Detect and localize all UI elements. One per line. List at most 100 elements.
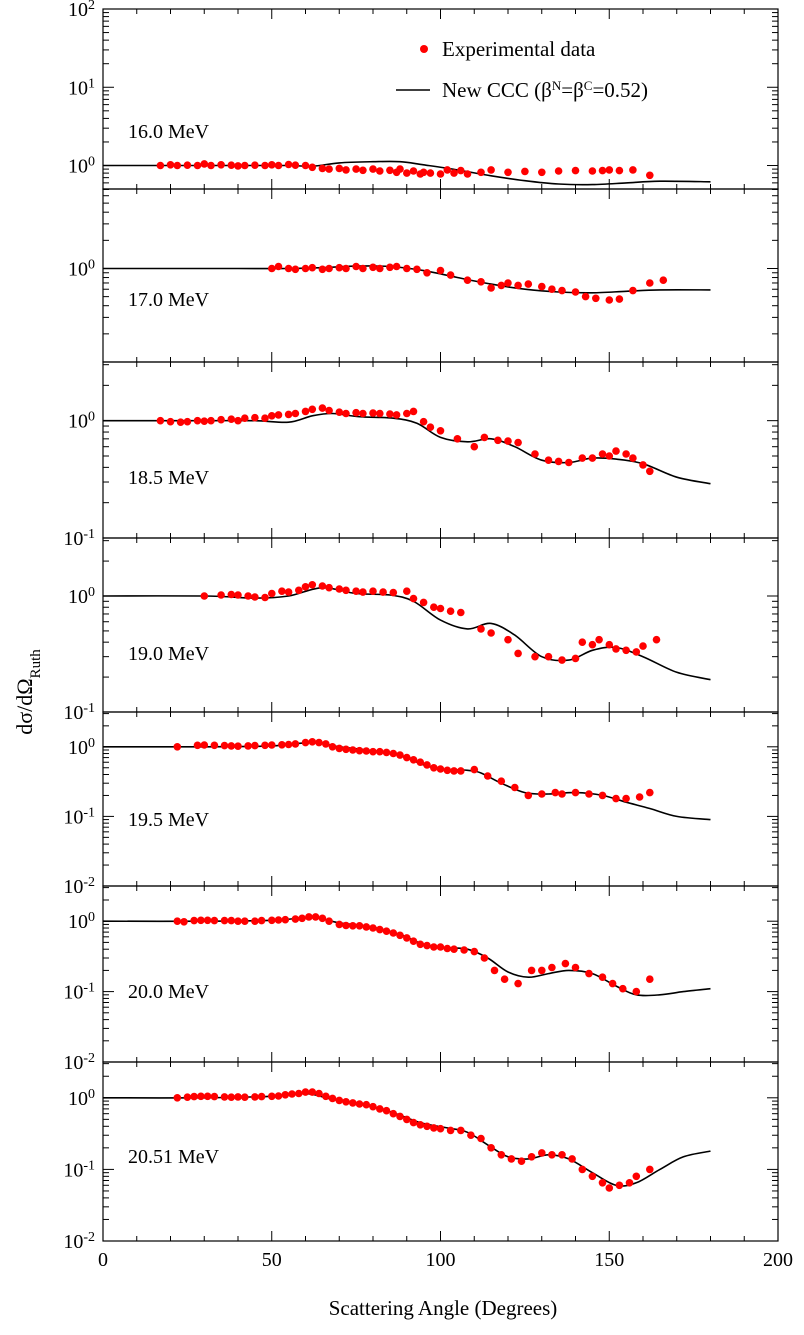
data-point — [598, 791, 607, 800]
y-tick-label-exp: -1 — [83, 805, 95, 820]
data-point — [443, 766, 452, 775]
data-point — [487, 1144, 495, 1152]
data-point — [419, 417, 428, 426]
data-point — [477, 1134, 485, 1143]
data-point — [477, 625, 485, 633]
data-point — [234, 742, 242, 750]
legend-marker-data — [420, 45, 428, 53]
data-point — [436, 1124, 445, 1133]
data-point — [251, 161, 259, 169]
data-point — [544, 652, 553, 661]
data-point — [227, 1093, 236, 1101]
data-point — [376, 409, 384, 418]
data-point — [460, 946, 468, 954]
data-point — [227, 916, 236, 925]
data-point — [295, 1089, 303, 1098]
data-point — [524, 280, 533, 288]
data-point — [295, 586, 303, 595]
data-point — [328, 1094, 337, 1103]
data-point — [413, 265, 421, 274]
data-point — [497, 281, 506, 290]
data-point — [217, 161, 225, 169]
data-point — [268, 412, 276, 420]
data-point — [349, 746, 357, 754]
data-point — [369, 165, 377, 173]
data-point — [308, 738, 317, 746]
y-tick-label-base: 10 — [63, 1159, 83, 1181]
data-point — [531, 652, 539, 661]
data-point — [416, 1121, 425, 1129]
data-point — [558, 1151, 566, 1159]
data-point — [558, 656, 566, 664]
data-point — [284, 160, 293, 169]
data-point — [261, 593, 269, 602]
data-point — [325, 406, 333, 415]
data-point — [173, 161, 182, 170]
data-point — [217, 415, 225, 424]
data-point — [608, 979, 617, 988]
data-point — [416, 758, 425, 766]
y-tick-label-base: 10 — [68, 258, 88, 280]
data-point — [544, 456, 553, 465]
data-point — [389, 929, 398, 937]
data-point — [403, 1115, 411, 1124]
data-point — [571, 288, 580, 296]
data-point — [183, 1093, 192, 1101]
data-point — [517, 1157, 526, 1165]
data-point — [318, 164, 327, 173]
data-point — [278, 741, 286, 749]
data-point — [497, 1151, 506, 1159]
data-point — [443, 166, 452, 174]
data-point — [257, 1092, 266, 1101]
data-point — [268, 741, 276, 749]
data-point — [183, 161, 192, 169]
data-point — [403, 264, 411, 273]
data-point — [274, 1092, 283, 1100]
data-point — [409, 1118, 418, 1127]
data-point — [335, 263, 344, 272]
y-tick-label: 10-1 — [63, 980, 95, 1004]
data-point — [301, 264, 310, 273]
data-point — [342, 409, 350, 418]
data-point — [268, 1092, 276, 1101]
data-point — [531, 450, 539, 458]
data-point — [561, 959, 570, 968]
data-point — [646, 279, 654, 287]
data-point — [463, 276, 472, 285]
data-point — [281, 1091, 290, 1099]
data-point — [487, 284, 495, 292]
y-tick-label-base: 10 — [68, 0, 88, 21]
y-tick-label: 100 — [68, 409, 95, 433]
data-point — [436, 604, 445, 613]
data-point — [521, 167, 529, 176]
data-point — [622, 794, 630, 803]
data-point — [359, 409, 367, 418]
data-point — [558, 790, 566, 798]
y-tick-label: 100 — [68, 585, 95, 609]
data-point — [308, 263, 317, 272]
data-point — [281, 915, 290, 924]
data-point — [335, 744, 344, 753]
data-point — [301, 1088, 310, 1096]
data-point — [369, 747, 377, 756]
data-point — [335, 920, 344, 929]
data-point — [200, 741, 209, 749]
y-tick-label-exp: 0 — [88, 585, 95, 600]
data-point — [409, 167, 418, 175]
data-point — [480, 954, 489, 962]
data-point — [639, 642, 647, 650]
data-point — [548, 963, 556, 972]
y-tick-label: 100 — [68, 910, 95, 934]
data-point — [436, 266, 445, 275]
data-point — [598, 1179, 607, 1187]
data-point — [190, 916, 198, 925]
data-point — [403, 753, 411, 762]
data-point — [318, 265, 327, 274]
data-point — [376, 264, 384, 273]
x-axis: 0 50 100 150 200 — [98, 1249, 793, 1271]
data-point — [497, 777, 506, 785]
data-point — [342, 264, 350, 273]
